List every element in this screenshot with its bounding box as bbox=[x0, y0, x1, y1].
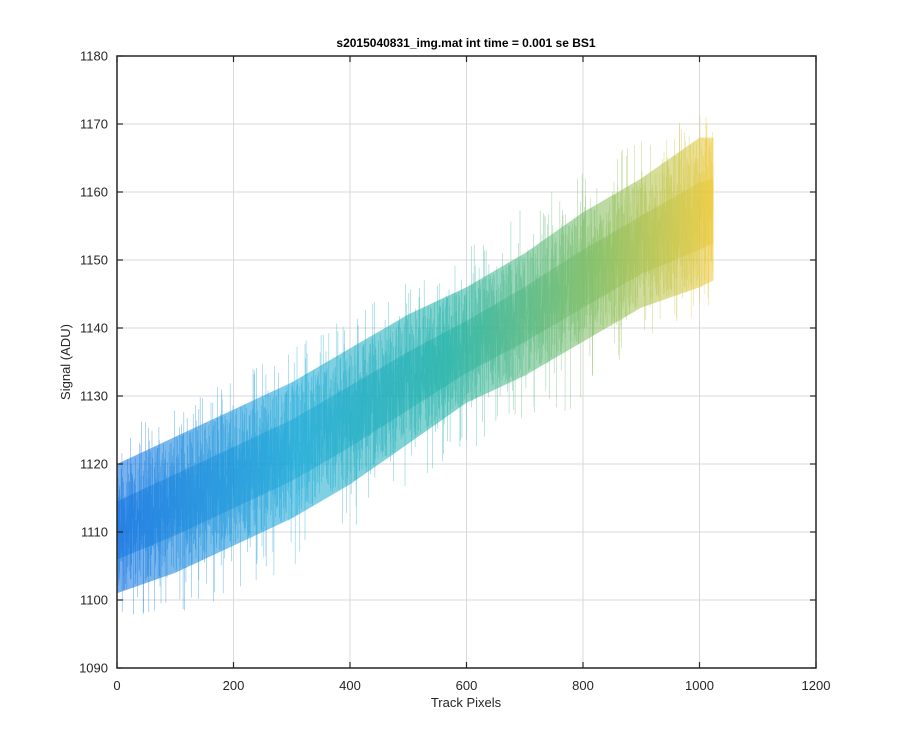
y-tick-label: 1170 bbox=[80, 117, 108, 132]
signal-traces bbox=[116, 115, 714, 615]
y-tick-label: 1140 bbox=[80, 321, 108, 336]
y-tick-label: 1120 bbox=[80, 457, 108, 472]
y-tick-label: 1130 bbox=[80, 389, 108, 404]
x-tick-label: 1000 bbox=[685, 678, 714, 693]
x-tick-label: 1200 bbox=[802, 678, 831, 693]
y-tick-label: 1150 bbox=[80, 253, 108, 268]
x-tick-label: 200 bbox=[223, 678, 245, 693]
axes: 0 200 400 600 800 1000 1200 1090 1100 1110 1120 113… bbox=[79, 49, 830, 694]
x-tick-label: 600 bbox=[456, 678, 478, 693]
y-tick-label: 1160 bbox=[80, 185, 108, 200]
x-axis-label: Track Pixels bbox=[431, 695, 502, 710]
y-tick-label: 1090 bbox=[79, 661, 108, 676]
y-tick-label: 1100 bbox=[80, 593, 108, 608]
y-axis-label: Signal (ADU) bbox=[58, 324, 73, 400]
y-tick-label: 1110 bbox=[81, 525, 108, 540]
x-tick-label: 0 bbox=[113, 678, 120, 693]
chart-title: s2015040831_img.mat int time = 0.001 se … bbox=[336, 36, 595, 50]
x-tick-label: 800 bbox=[572, 678, 594, 693]
y-tick-label: 1180 bbox=[80, 49, 108, 64]
signal-band-inner bbox=[117, 178, 714, 560]
x-tick-label: 400 bbox=[339, 678, 361, 693]
